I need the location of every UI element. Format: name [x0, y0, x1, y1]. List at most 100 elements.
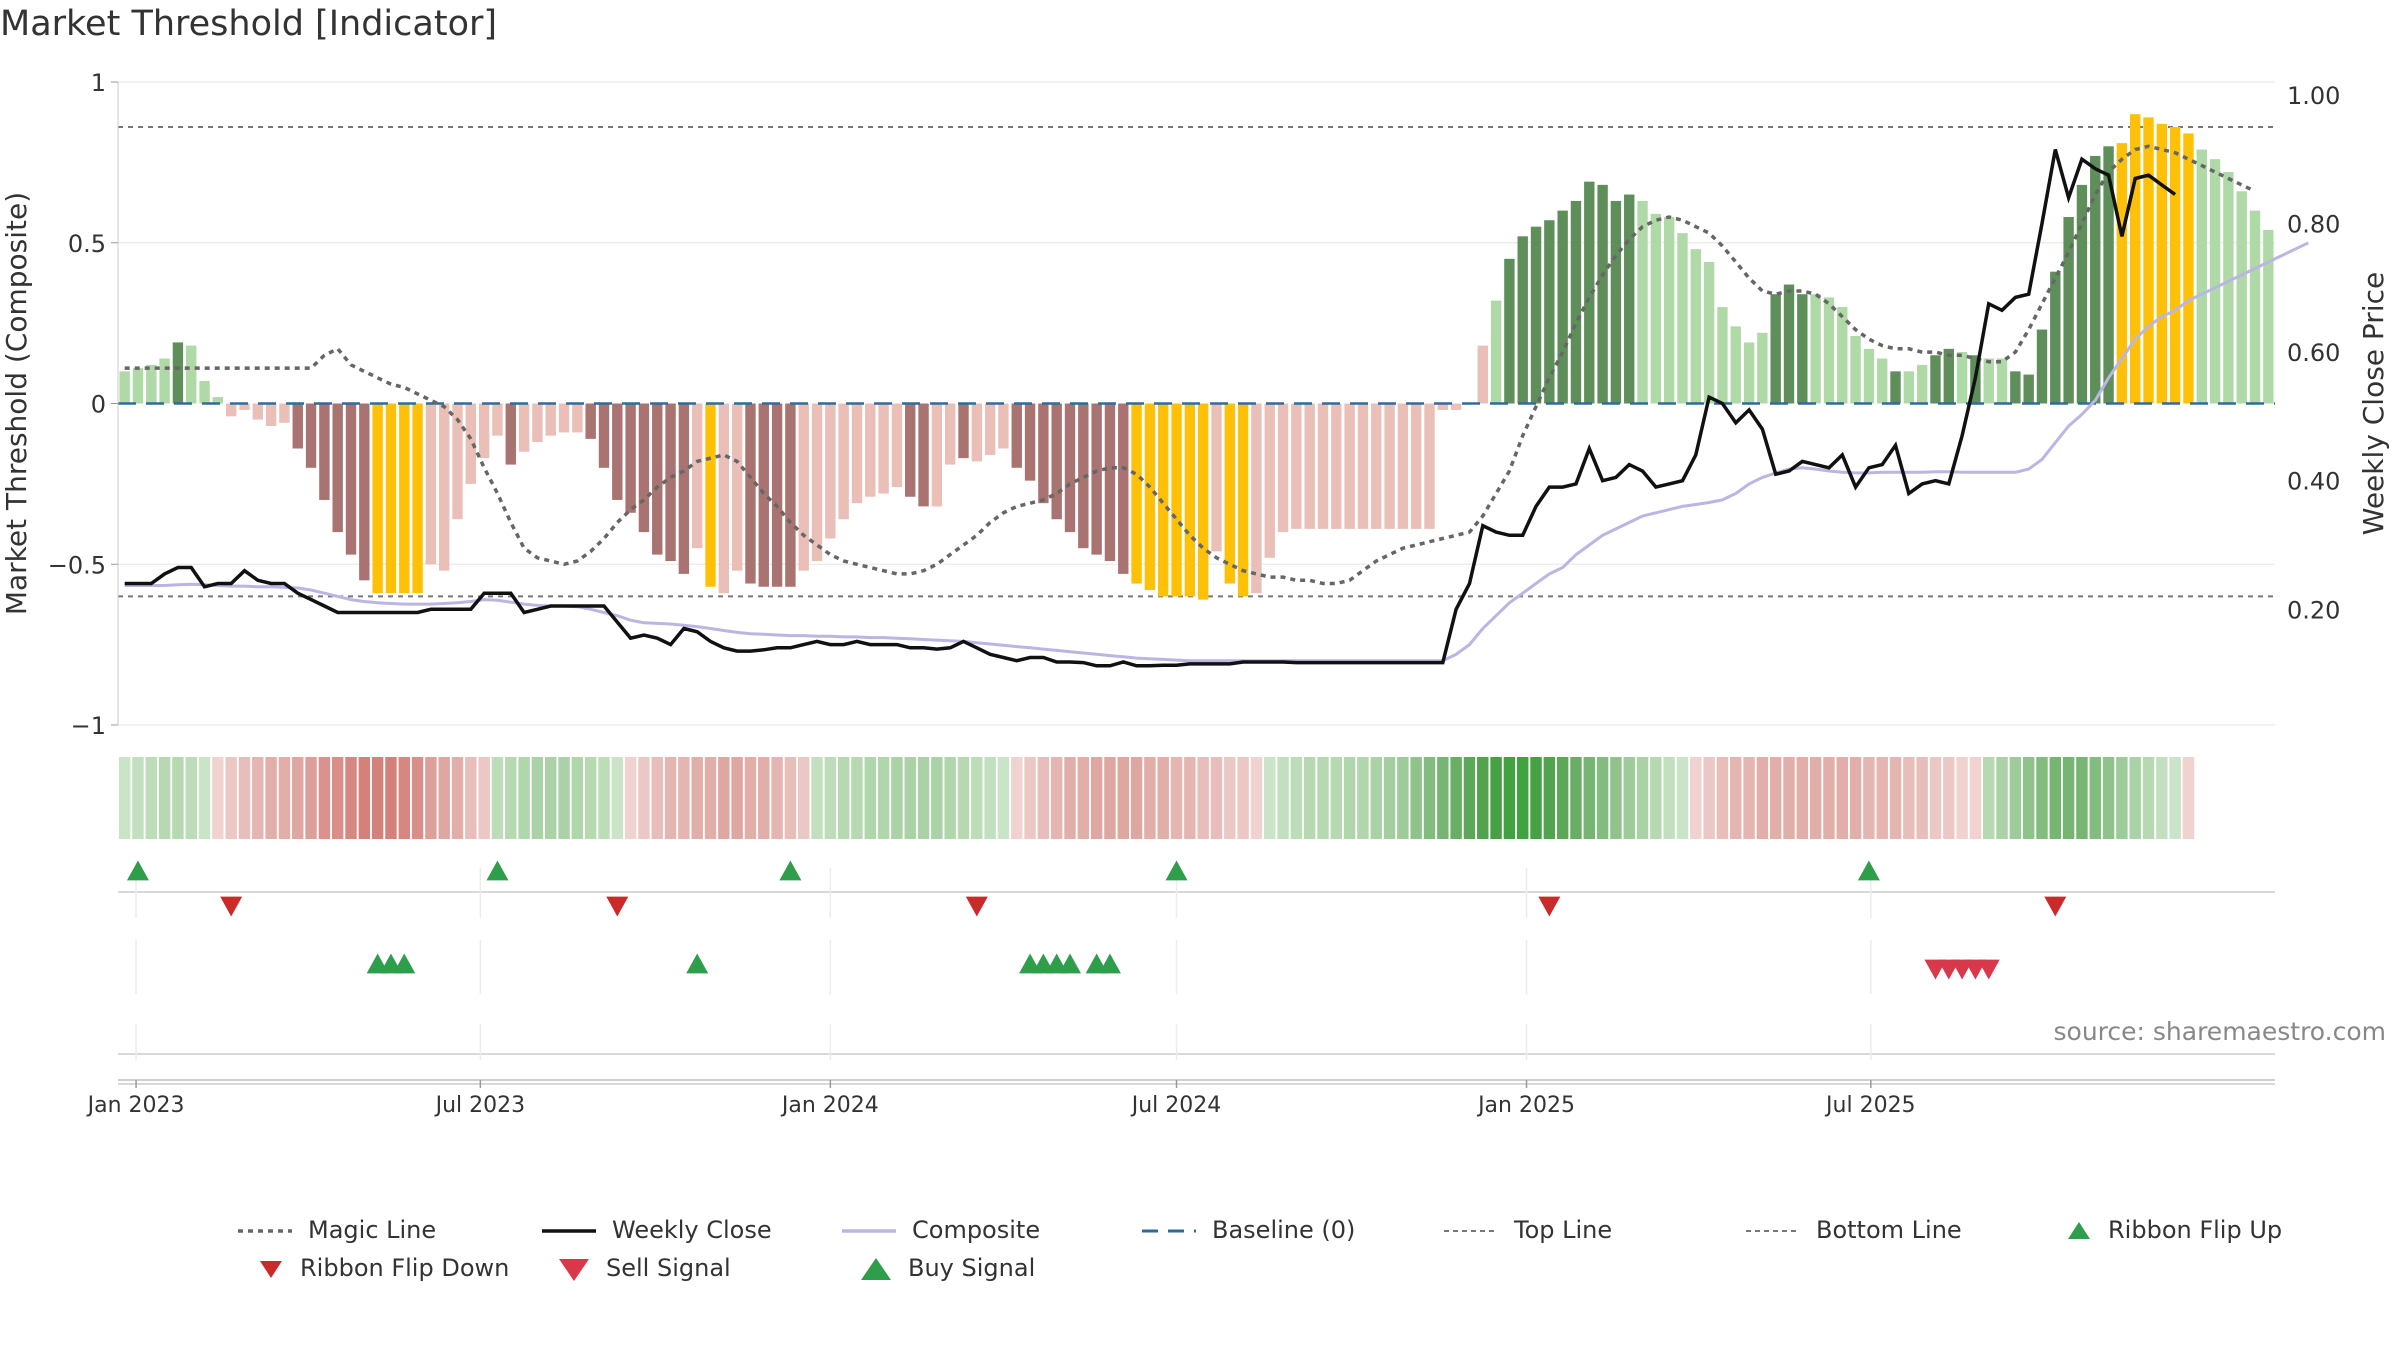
composite-bar	[731, 403, 743, 571]
ribbon-cell	[1104, 757, 1116, 839]
ribbon-cell	[1477, 757, 1489, 839]
ribbon-cell	[451, 757, 464, 839]
ribbon-cell	[225, 757, 237, 839]
composite-bar	[186, 345, 197, 404]
composite-bar	[292, 403, 303, 449]
composite-bar	[1450, 403, 1462, 410]
legend-item-buy: Buy Signal	[858, 1254, 1035, 1283]
ribbon-cell	[1037, 757, 1050, 839]
composite-bar	[1943, 348, 1954, 404]
ribbon-cell	[1796, 757, 1809, 839]
ribbon-cell	[1929, 757, 1942, 839]
ribbon-cell	[1543, 757, 1556, 839]
composite-bar	[558, 403, 570, 433]
legend-item-magic: Magic Line	[236, 1216, 436, 1244]
composite-bar	[811, 403, 823, 562]
composite-line	[124, 241, 2309, 663]
ribbon-cell	[731, 757, 743, 839]
composite-bar	[2076, 184, 2088, 404]
grid-layer	[118, 81, 2275, 726]
composite-bar	[1930, 355, 1941, 404]
legend-item-flip-down: Ribbon Flip Down	[256, 1254, 509, 1282]
ribbon-cell	[651, 757, 663, 839]
ribbon-cell	[797, 757, 810, 839]
ribbon-cell	[584, 757, 597, 839]
composite-bar	[2209, 159, 2221, 404]
ribbon-cell	[1516, 757, 1529, 839]
ribbon-cell	[185, 757, 197, 839]
y2-axis-label: Weekly Close Price	[2357, 272, 2390, 535]
ribbon-cell	[545, 757, 557, 839]
legend-label: Composite	[912, 1216, 1041, 1244]
composite-bar	[359, 403, 370, 581]
composite-bar	[1357, 403, 1369, 529]
ribbon-cell	[118, 757, 131, 839]
ribbon-cell	[624, 757, 637, 839]
composite-bar	[2143, 117, 2154, 404]
main-chart: 1 0.5 0 −0.5 −1 1.00 0.80 0.60 0.40 0.20 Market Th…	[0, 69, 2390, 1118]
ribbon-cell	[1090, 757, 1103, 839]
composite-bar	[1517, 236, 1528, 404]
composite-bar	[345, 403, 357, 555]
ribbon-cell	[1277, 757, 1289, 839]
ribbon-flip-down-marker	[2044, 896, 2067, 917]
y2-tick-label: 0.40	[2287, 468, 2340, 496]
composite-bar	[2236, 191, 2247, 404]
composite-bar	[1530, 226, 1542, 404]
composite-bar	[971, 403, 982, 462]
ribbon-cell	[1397, 757, 1409, 839]
composite-bar	[1331, 403, 1342, 529]
composite-bar	[1624, 194, 1635, 404]
axes: 1 0.5 0 −0.5 −1 1.00 0.80 0.60 0.40 0.20 Market Th…	[0, 69, 2390, 740]
ribbon-cell	[1690, 757, 1702, 839]
ribbon-cell	[1650, 757, 1662, 839]
buy-signal-marker	[393, 953, 416, 974]
composite-bar	[1118, 403, 1129, 574]
composite-bar	[1251, 403, 1262, 594]
ribbon-flip-down-marker	[1538, 896, 1561, 917]
ribbon-cell	[1889, 757, 1902, 839]
ribbon-flip-up-marker	[1165, 860, 1188, 881]
ribbon-cell	[891, 757, 903, 839]
ribbon-cell	[1410, 757, 1422, 839]
composite-bar	[785, 403, 796, 587]
y-tick-label: −1	[71, 712, 106, 740]
ribbon-cell	[1184, 757, 1196, 839]
ribbon-cell	[1956, 757, 1968, 839]
ribbon-cell	[2102, 757, 2115, 839]
ribbon-cell	[704, 757, 717, 839]
ribbon-cell	[811, 757, 823, 839]
x-tick-label: Jul 2025	[1824, 1093, 1916, 1118]
ribbon-cell	[1264, 757, 1276, 839]
composite-bar	[1171, 403, 1182, 597]
y2-tick-label: 0.20	[2287, 596, 2340, 624]
ribbon-cell	[571, 757, 584, 839]
composite-bar	[2156, 123, 2168, 404]
ribbon-cell	[1463, 757, 1476, 839]
composite-bar	[692, 403, 703, 549]
ribbon-cell	[1290, 757, 1303, 839]
ribbon-flip-up-marker	[126, 860, 149, 881]
composite-bar	[998, 403, 1009, 449]
ribbon-cell	[1943, 757, 1955, 839]
composite-bar	[279, 403, 290, 423]
composite-bar	[984, 403, 996, 455]
magic-line	[124, 144, 2256, 586]
composite-bar	[1743, 342, 1755, 404]
ribbon-cell	[1570, 757, 1582, 839]
ribbon-cell	[1370, 757, 1382, 839]
y2-tick-label: 1.00	[2287, 82, 2340, 110]
ribbon-cell	[518, 757, 530, 839]
composite-bar	[1038, 403, 1049, 504]
legend-label: Magic Line	[308, 1216, 437, 1244]
composite-bar	[944, 403, 956, 465]
composite-bar	[2263, 229, 2274, 404]
ribbon-cell	[305, 757, 317, 839]
ribbon-cell	[1050, 757, 1063, 839]
composite-bar	[132, 368, 144, 404]
ribbon-cell	[904, 757, 916, 839]
ribbon-cell	[1503, 757, 1516, 839]
ribbon-cell	[278, 757, 291, 839]
y2-tick-label: 0.60	[2287, 339, 2340, 367]
composite-bar	[1996, 358, 2008, 404]
